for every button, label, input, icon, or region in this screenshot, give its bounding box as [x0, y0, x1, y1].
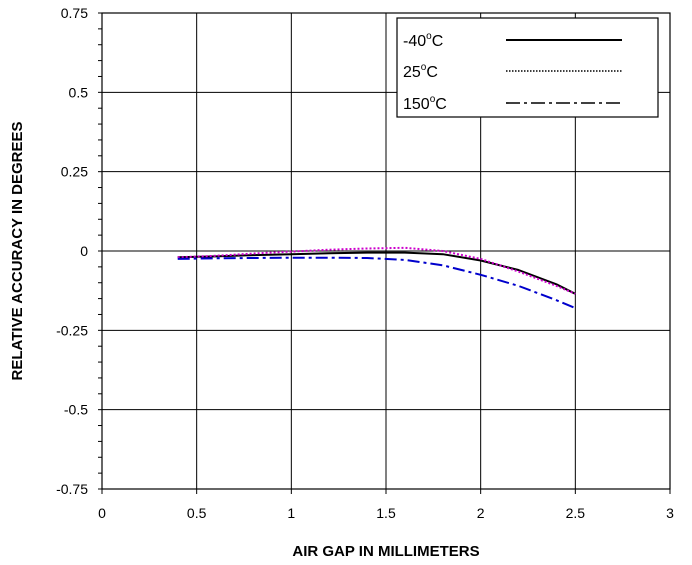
- y-tick-label: 0.25: [61, 164, 88, 180]
- x-tick-label: 0.5: [187, 505, 207, 521]
- series-line: [177, 251, 576, 295]
- series-lines: [177, 246, 576, 310]
- x-tick-label: 1.5: [376, 505, 396, 521]
- legend-label: 25oC: [403, 62, 438, 81]
- x-tick-label: 3: [666, 505, 674, 521]
- legend-box: [396, 17, 659, 118]
- x-tick-label: 1: [287, 505, 295, 521]
- x-tick-label: 2: [477, 505, 485, 521]
- legend: -40oC 25oC 150oC: [396, 17, 659, 118]
- y-tick-label: 0.5: [69, 84, 89, 100]
- legend-label: -40oC: [403, 31, 443, 50]
- y-tick-label: -0.25: [56, 322, 88, 338]
- series-line: [177, 246, 576, 295]
- y-tick-label: 0: [80, 243, 88, 259]
- y-tick-label: -0.5: [64, 402, 88, 418]
- x-tick-label: 2.5: [566, 505, 586, 521]
- y-tick-label: 0.75: [61, 5, 88, 21]
- legend-label: 150oC: [403, 94, 447, 113]
- minor-ticks: [98, 12, 671, 494]
- y-tick-labels: 0.75 0.5 0.25 0 -0.25 -0.5 -0.75: [56, 5, 88, 497]
- x-tick-label: 0: [98, 505, 106, 521]
- series-line: [177, 256, 576, 310]
- y-tick-label: -0.75: [56, 481, 88, 497]
- y-axis-title: RELATIVE ACCURACY IN DEGREES: [9, 122, 26, 381]
- x-axis-title: AIR GAP IN MILLIMETERS: [292, 543, 479, 560]
- x-tick-labels: 0 0.5 1 1.5 2 2.5 3: [98, 505, 674, 521]
